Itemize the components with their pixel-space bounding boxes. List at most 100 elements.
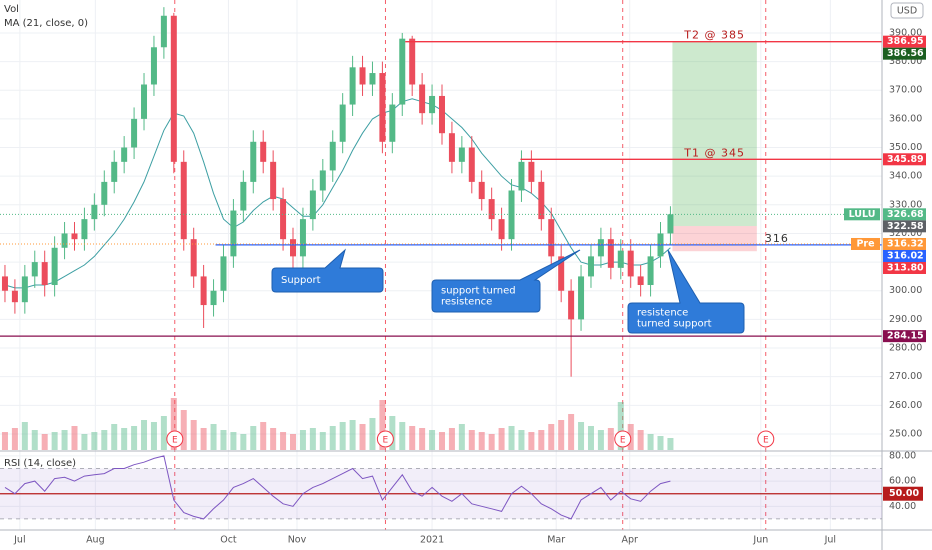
rsi-line (4, 455, 671, 520)
price-tag (883, 35, 926, 48)
rsi-level-tag (883, 486, 923, 501)
candle-body (101, 181, 108, 205)
candle-body (448, 133, 455, 162)
y-tick-label: 390.00 (889, 27, 922, 38)
price-tag (883, 47, 926, 60)
price-tag-text: LULU (849, 209, 876, 220)
candle-body (260, 141, 267, 162)
legend-vol: Vol (4, 4, 19, 15)
candle-body (111, 161, 118, 182)
x-tick-label: Aug (86, 535, 105, 546)
price-label: 316.32 (887, 238, 924, 249)
price-tag (883, 237, 926, 250)
candle-body (131, 118, 138, 148)
price-tag-name (844, 208, 880, 221)
candle-body (240, 181, 247, 211)
rsi-tick-label: 40.00 (889, 501, 916, 512)
volume-bar (260, 422, 267, 450)
volume-bar (170, 398, 177, 450)
price-label: 386.95 (887, 36, 924, 47)
candle-body (270, 161, 277, 200)
price-tag (883, 220, 926, 233)
candle-body (558, 256, 565, 291)
candle-body (280, 199, 287, 240)
volume-bar (657, 436, 664, 450)
price-tag-name (851, 237, 880, 250)
candle-body (170, 15, 177, 162)
candle-body (617, 250, 624, 268)
currency-box[interactable] (890, 2, 924, 19)
earnings-label: E (763, 436, 769, 446)
price-tag (883, 153, 926, 166)
volume-bar (379, 400, 386, 450)
volume-bar (101, 430, 108, 450)
volume-bar (240, 434, 247, 450)
callout-text: resistence (637, 308, 688, 319)
candle-body (538, 181, 545, 220)
volume-bar (478, 432, 485, 450)
stop-zone (672, 226, 757, 252)
volume-bar (61, 430, 68, 450)
level-text: T2 @ 385 (683, 29, 745, 42)
y-tick-label: 330.00 (889, 199, 922, 210)
rsi-tick-label: 80.00 (889, 450, 916, 461)
price-tag (883, 208, 926, 221)
candle-body (150, 47, 157, 85)
earnings-marker (166, 430, 184, 448)
volume-bar (508, 426, 515, 450)
volume-bar (31, 430, 38, 450)
price-label: 284.15 (887, 331, 924, 342)
callout (271, 248, 384, 293)
y-tick-label: 360.00 (889, 113, 922, 124)
y-tick-label: 260.00 (889, 400, 922, 411)
y-tick-label: 280.00 (889, 343, 922, 354)
y-tick-label: 300.00 (889, 285, 922, 296)
volume-bar (389, 416, 396, 450)
callout-text: turned support (637, 319, 712, 330)
volume-bar (409, 426, 416, 450)
candle-body (478, 181, 485, 200)
candle-body (160, 15, 167, 48)
volume-bar (528, 432, 535, 450)
candle-body (250, 141, 257, 182)
volume-bar (131, 426, 138, 450)
candle-body (568, 290, 575, 320)
callout (627, 249, 745, 334)
y-tick-label: 250.00 (889, 428, 922, 439)
candle-body (31, 262, 38, 277)
candle-body (488, 199, 495, 220)
candle-body (121, 147, 128, 162)
rsi-title: RSI (14, close) (4, 458, 76, 469)
level-text: 316 (765, 232, 789, 245)
volume-bar (270, 428, 277, 450)
callout-text: support turned (441, 286, 516, 297)
candle-body (81, 219, 88, 240)
candle-body (1, 276, 8, 291)
volume-bar (339, 422, 346, 450)
candle-body (369, 73, 376, 85)
candle-body (359, 67, 366, 85)
candle-body (309, 190, 316, 220)
currency[interactable]: USD (897, 6, 917, 17)
volume-bar (667, 438, 674, 450)
y-tick-label: 340.00 (889, 171, 922, 182)
volume-bar (11, 428, 18, 450)
ma-line (4, 98, 671, 289)
candle-body (379, 73, 386, 142)
volume-bar (438, 432, 445, 450)
volume-bar (548, 424, 555, 450)
price-label: 322.58 (887, 221, 924, 232)
earnings-marker (376, 430, 394, 448)
candle-body (190, 239, 197, 277)
candle-body (11, 290, 18, 303)
volume-bar (458, 424, 465, 450)
volume-bar (71, 426, 78, 450)
volume-bar (160, 416, 167, 450)
volume-bar (607, 428, 614, 450)
y-tick-label: 290.00 (889, 314, 922, 325)
x-tick-label: Mar (547, 535, 565, 546)
y-tick-label: 380.00 (889, 56, 922, 67)
y-tick-label: 370.00 (889, 85, 922, 96)
